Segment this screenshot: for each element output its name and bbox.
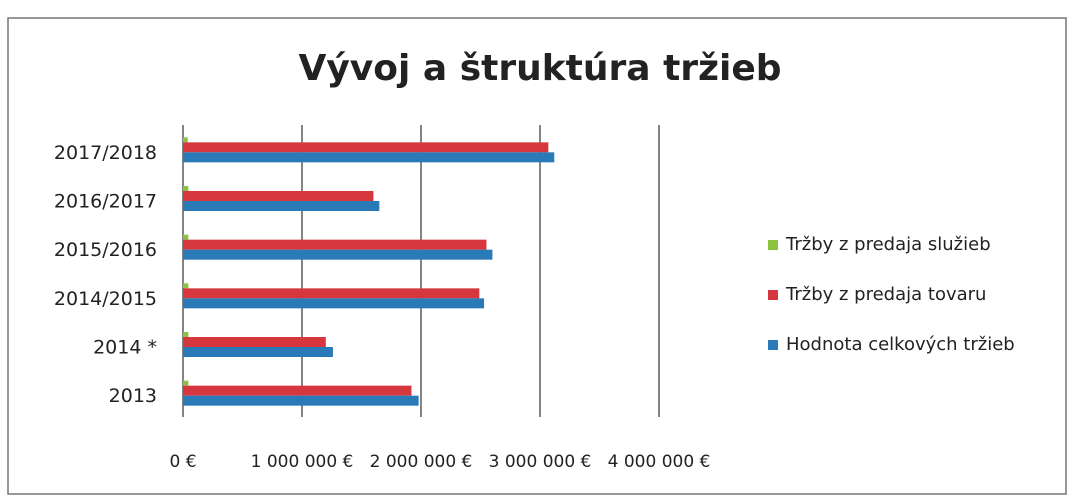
legend-label: Hodnota celkových tržieb <box>786 334 1015 355</box>
bar <box>183 288 480 299</box>
x-tick-label: 4 000 000 € <box>608 452 711 472</box>
x-tick-label: 3 000 000 € <box>489 452 592 472</box>
x-tick-label: 0 € <box>169 452 196 472</box>
bar <box>183 283 189 289</box>
y-tick-label: 2016/2017 <box>54 191 157 213</box>
bar <box>183 152 555 163</box>
bar <box>183 298 485 309</box>
y-tick-label: 2013 <box>109 385 157 407</box>
bar <box>183 142 549 153</box>
legend-label: Tržby z predaja služieb <box>785 234 991 255</box>
bar <box>183 249 493 260</box>
legend-swatch <box>768 240 778 250</box>
bar <box>183 395 419 406</box>
chart-title: Vývoj a štruktúra tržieb <box>298 48 781 89</box>
legend-label: Tržby z predaja tovaru <box>785 284 986 305</box>
y-tick-label: 2014/2015 <box>54 288 157 310</box>
bar <box>183 137 188 143</box>
x-tick-label: 2 000 000 € <box>370 452 473 472</box>
legend-swatch <box>768 340 778 350</box>
bar <box>183 385 412 396</box>
bar <box>183 191 374 201</box>
bar <box>183 380 189 386</box>
chart-frame <box>7 17 1067 495</box>
bar <box>183 337 326 347</box>
bar <box>183 347 333 357</box>
y-tick-label: 2014 * <box>93 337 157 359</box>
bar <box>183 186 189 191</box>
bar <box>183 332 189 337</box>
bar <box>183 201 380 211</box>
bar <box>183 239 487 250</box>
legend-swatch <box>768 290 778 300</box>
x-tick-label: 1 000 000 € <box>251 452 354 472</box>
y-tick-label: 2015/2016 <box>54 239 157 261</box>
y-tick-label: 2017/2018 <box>54 142 157 164</box>
bar <box>183 234 189 240</box>
